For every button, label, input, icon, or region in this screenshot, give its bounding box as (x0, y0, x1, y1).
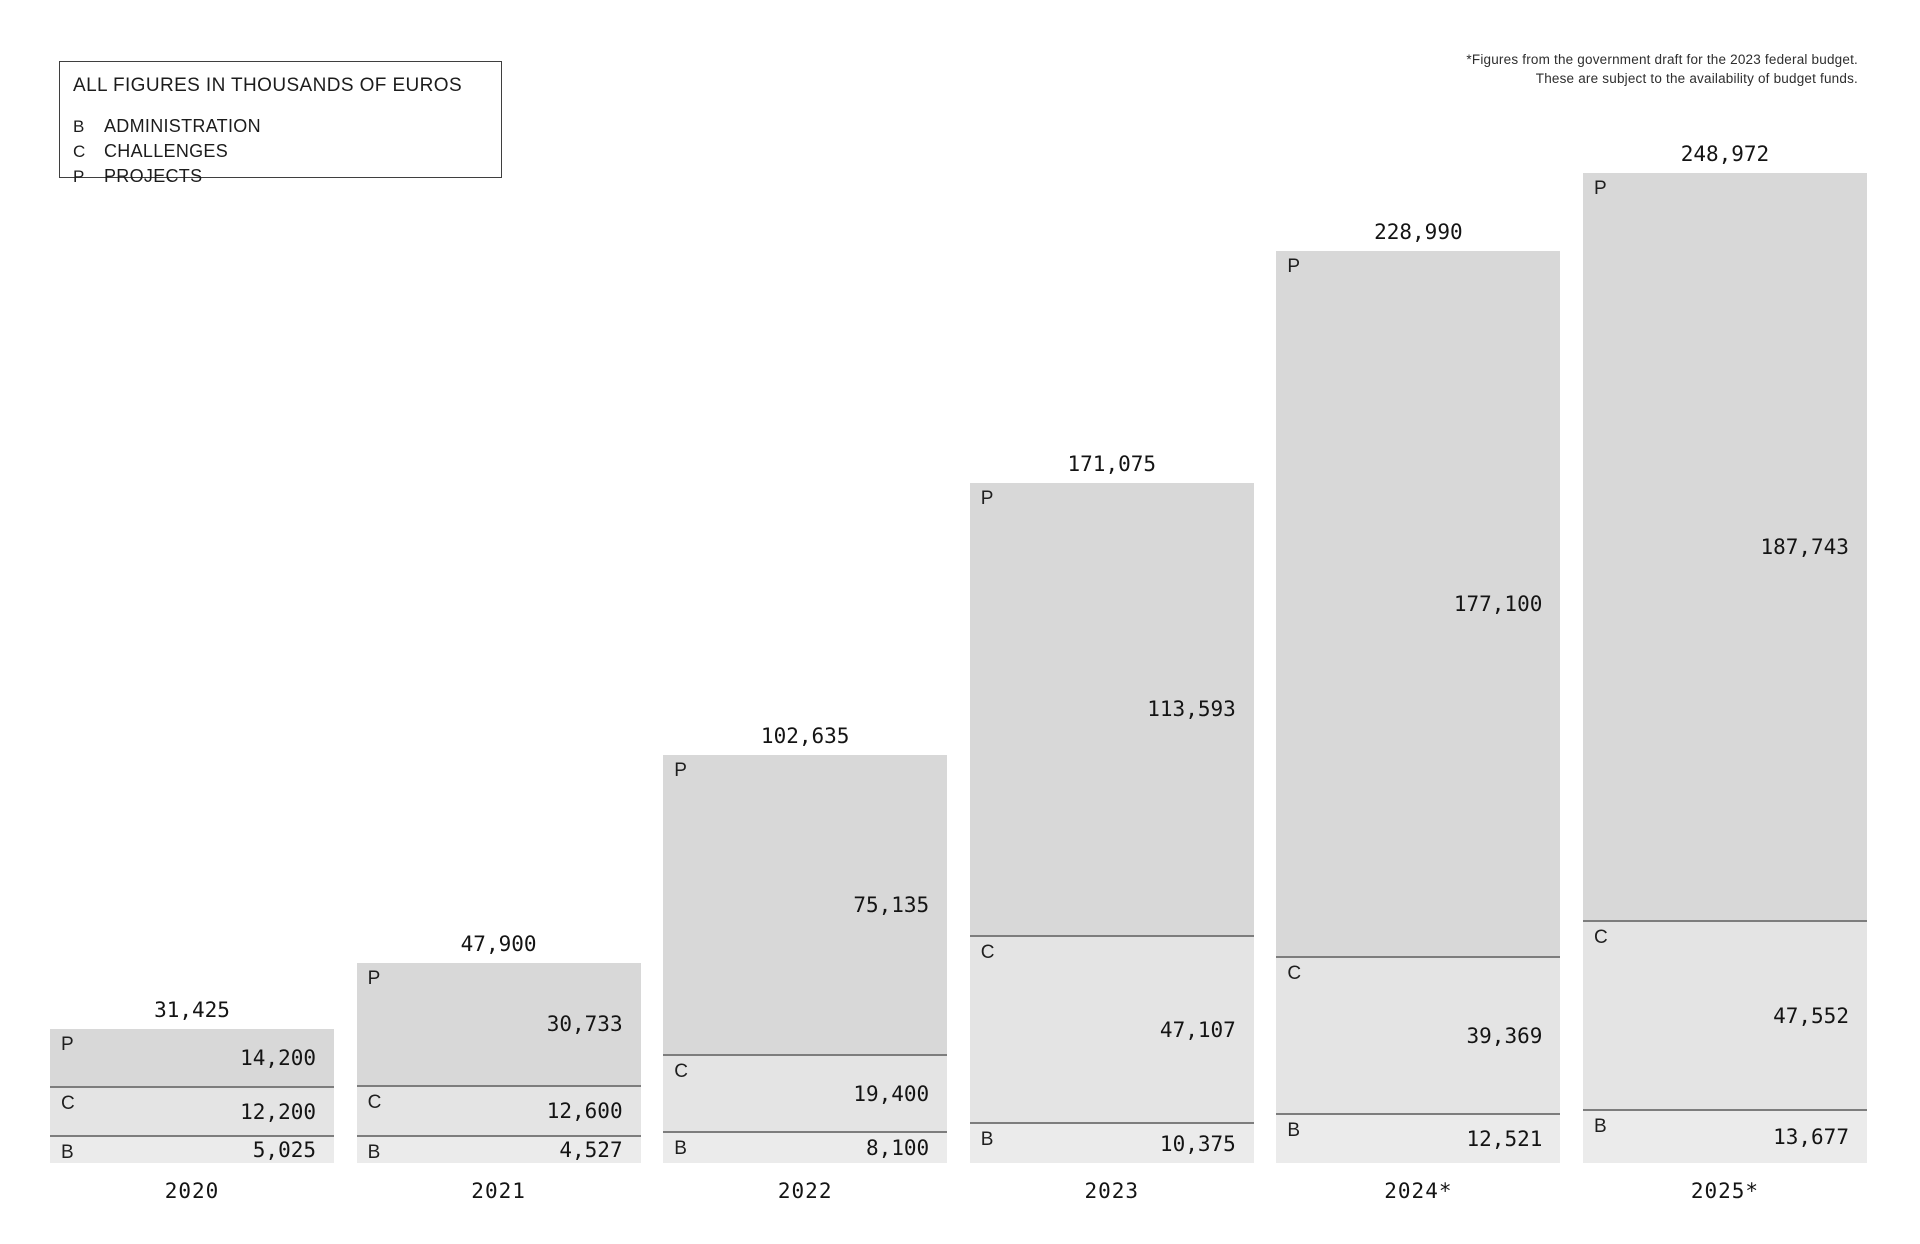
segment-p-2021: P 30,733 (356, 963, 641, 1085)
segment-key-label: P (1287, 256, 1301, 277)
segment-c-2023: C 47,107 (969, 935, 1254, 1122)
total-label-2023: 171,075 (1067, 452, 1157, 476)
segment-p-2023: P 113,593 (969, 483, 1254, 935)
segment-key-label: P (674, 760, 687, 781)
segment-b-2024: B 12,521 (1276, 1113, 1561, 1163)
segment-value: 75,135 (853, 892, 930, 917)
legend-item-administration: B ADMINISTRATION (73, 114, 485, 139)
segment-p-2020: P 14,200 (50, 1029, 334, 1086)
segment-value: 39,369 (1466, 1023, 1543, 1048)
segment-value: 12,600 (546, 1099, 623, 1123)
year-label-2024: 2024* (1384, 1179, 1453, 1203)
segment-value: 47,552 (1773, 1003, 1849, 1028)
segment-b-2025: B 13,677 (1582, 1109, 1867, 1163)
year-label-2020: 2020 (164, 1179, 220, 1203)
segment-value: 187,743 (1760, 534, 1849, 559)
year-label-2023: 2023 (1084, 1179, 1140, 1203)
segment-value: 30,733 (546, 1012, 623, 1036)
segment-c-2024: C 39,369 (1276, 956, 1561, 1113)
bar-2020: 31,425 P 14,200 C 12,200 B 5,025 2020 (50, 997, 334, 1203)
legend-label-challenges: CHALLENGES (104, 141, 229, 161)
legend-item-challenges: C CHALLENGES (73, 139, 485, 164)
segment-key-label: P (1593, 178, 1607, 199)
segment-key-label: C (367, 1092, 382, 1113)
segment-key-label: C (1593, 927, 1608, 948)
segment-p-2022: P 75,135 (663, 755, 948, 1054)
total-label-2025: 248,972 (1680, 142, 1770, 166)
segment-key-label: B (1593, 1116, 1607, 1137)
total-label-2022: 102,635 (760, 724, 850, 748)
segment-key-label: P (980, 488, 994, 509)
segment-value: 113,593 (1147, 697, 1236, 721)
segment-value: 19,400 (853, 1081, 930, 1106)
segment-c-2021: C 12,600 (356, 1085, 641, 1135)
legend-key-c: C (73, 142, 86, 161)
segment-key-label: B (367, 1142, 381, 1163)
year-label-2021: 2021 (471, 1179, 526, 1203)
year-label-2025: 2025* (1690, 1179, 1760, 1203)
segment-key-label: B (1287, 1120, 1301, 1141)
bar-2021: 47,900 P 30,733 C 12,600 B 4,527 2021 (356, 931, 641, 1203)
legend-title: ALL FIGURES IN THOUSANDS OF EUROS (73, 75, 463, 96)
segment-key-label: C (1287, 963, 1302, 984)
footnote-line-1: *Figures from the government draft for t… (1466, 52, 1858, 67)
segment-b-2023: B 10,375 (969, 1122, 1254, 1163)
segment-p-2025: P 187,743 (1582, 173, 1867, 920)
segment-b-2022: B 8,100 (663, 1131, 948, 1163)
bar-2025: 248,972 P 187,743 C 47,552 B 13,677 2025* (1582, 141, 1867, 1203)
segment-c-2020: C 12,200 (50, 1086, 334, 1135)
segment-value: 4,527 (559, 1138, 623, 1162)
legend-label-administration: ADMINISTRATION (104, 116, 261, 136)
segment-key-label: C (980, 942, 995, 963)
legend-key-p: P (73, 167, 85, 186)
segment-value: 8,100 (865, 1136, 930, 1160)
segment-key-label: C (674, 1061, 688, 1082)
legend-box: ALL FIGURES IN THOUSANDS OF EUROS B ADMIN… (59, 61, 502, 186)
bar-2023: 171,075 P 113,593 C 47,107 B 10,375 2023 (969, 451, 1254, 1203)
bar-2022: 102,635 P 75,135 C 19,400 B 8,100 2022 (663, 723, 948, 1203)
segment-value: 14,200 (240, 1045, 316, 1070)
footnote: *Figures from the government draft for t… (1466, 50, 1858, 88)
segment-key-label: P (61, 1034, 74, 1055)
footnote-line-2: These are subject to the availability of… (1535, 71, 1858, 86)
segment-b-2021: B 4,527 (356, 1135, 641, 1163)
segment-c-2025: C 47,552 (1582, 920, 1867, 1109)
legend-item-projects: P PROJECTS (73, 164, 485, 189)
segment-b-2020: B 5,025 (50, 1135, 334, 1163)
segment-value: 47,107 (1159, 1017, 1236, 1042)
total-label-2020: 31,425 (154, 998, 230, 1022)
segment-key-label: P (367, 968, 381, 989)
legend-key-b: B (73, 117, 85, 136)
segment-p-2024: P 177,100 (1276, 251, 1561, 956)
total-label-2024: 228,990 (1374, 220, 1463, 244)
segment-value: 13,677 (1773, 1125, 1849, 1149)
segment-key-label: B (674, 1138, 687, 1159)
segment-value: 12,521 (1466, 1127, 1543, 1151)
year-label-2022: 2022 (777, 1179, 833, 1203)
segment-value: 177,100 (1453, 591, 1543, 616)
bar-2024: 228,990 P 177,100 C 39,369 B 12,521 2024* (1276, 219, 1561, 1203)
legend-label-projects: PROJECTS (104, 166, 203, 186)
segment-value: 5,025 (252, 1138, 316, 1162)
segment-value: 10,375 (1159, 1131, 1236, 1156)
segment-key-label: C (61, 1093, 75, 1114)
segment-key-label: B (61, 1142, 74, 1163)
segment-value: 12,200 (240, 1099, 316, 1124)
stacked-bar-chart: 31,425 P 14,200 C 12,200 B 5,025 2020 47,900 P 30,… (50, 0, 1867, 1203)
segment-c-2022: C 19,400 (663, 1054, 948, 1131)
total-label-2021: 47,900 (460, 932, 537, 956)
segment-key-label: B (980, 1129, 994, 1150)
